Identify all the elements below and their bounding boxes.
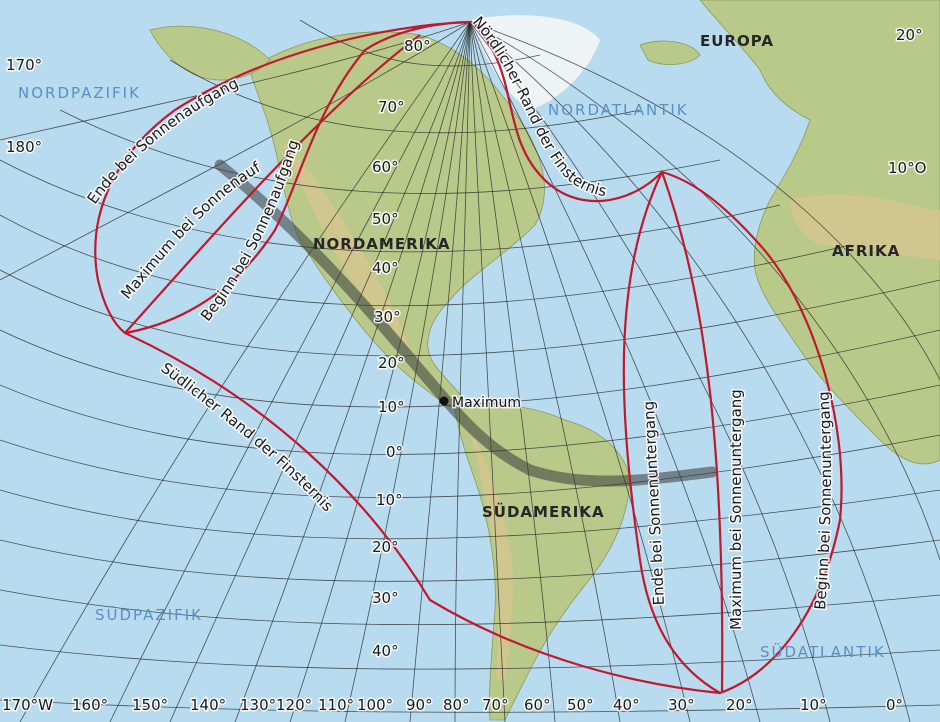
boundary-sunset-inner [660,171,724,694]
lat-label: 0° [386,443,403,461]
ocean-label-south-pacific: SÜDPAZIFIK [95,605,203,624]
lon-label: 60° [524,696,551,714]
lat-label: 80° [404,37,431,55]
lon-label: 120° [276,696,312,714]
longitude-labels: 170°W 160° 150° 140° 130° 120° 110° 100°… [1,695,905,716]
ocean-label-north-pacific: NORDPAZIFIK [18,84,141,102]
central-line [214,159,718,487]
lon-label: 70° [482,696,509,714]
lat-label: 10° [378,398,405,416]
lat-label: 40° [372,259,399,277]
lat-label: 10° [376,491,403,509]
lon-label: 110° [318,696,354,714]
maximum-point [439,396,449,406]
lat-label: 70° [378,98,405,116]
lon-label: 30° [668,696,695,714]
boundary-sunrise-inner [124,34,421,334]
land-alaska [149,25,271,81]
lon-label-180: 180° [6,138,42,156]
lon-label: 130° [240,696,276,714]
ocean-label-north-atlantic: NORDATLANTIK [548,101,689,119]
ocean-label-south-atlantic: SÜDATLANTIK [760,642,886,661]
lat-label: 20° [372,538,399,556]
continent-label-africa: AFRIKA [832,242,900,260]
land-iceland [639,40,701,65]
land-africa-hi [790,194,940,260]
lon-label: 150° [132,696,168,714]
lat-label: 50° [372,210,399,228]
lon-label: 160° [72,696,108,714]
boundary-sunrise [94,20,473,335]
land-greenland [470,15,600,110]
lon-label: 100° [357,696,393,714]
lat-label: 60° [372,158,399,176]
lat-label: 30° [374,308,401,326]
latitude-labels: 80° 70° 60° 50° 40° 30° 20° 10° 0° 10° 2… [371,36,433,662]
lon-label: 170°W [2,696,53,714]
boundary-south [124,332,721,695]
landmasses [149,0,940,721]
maximum-label: Maximum [452,395,521,411]
lon-label: 40° [613,696,640,714]
continent-label-north-america: NORDAMERIKA [313,235,450,253]
lon-label: 140° [190,696,226,714]
lat-label: 40° [372,642,399,660]
lon-label: 10° [800,696,827,714]
lon-label: 90° [406,696,433,714]
lon-label: 0° [886,696,903,714]
land-south-america-hi [470,430,513,680]
graticule [0,19,940,722]
label-max-at-sunset: Maximum bei Sonnenuntergang [727,389,745,630]
lon-label-20-top: 20° [896,26,923,44]
continent-label-south-america: SÜDAMERIKA [482,502,605,521]
eclipse-boundaries [94,20,843,695]
land-north-america-hi [280,140,410,350]
lon-label: 80° [443,696,470,714]
boundary-north [471,21,663,203]
lat-label: 30° [372,589,399,607]
continent-label-europe: EUROPA [700,32,774,50]
lat-label: 20° [378,354,405,372]
lon-label-170-top: 170° [6,56,42,74]
lon-label: 20° [726,696,753,714]
lon-label-10-east: 10°O [888,159,926,177]
boundary-sunset [622,170,843,695]
lon-label: 50° [567,696,594,714]
